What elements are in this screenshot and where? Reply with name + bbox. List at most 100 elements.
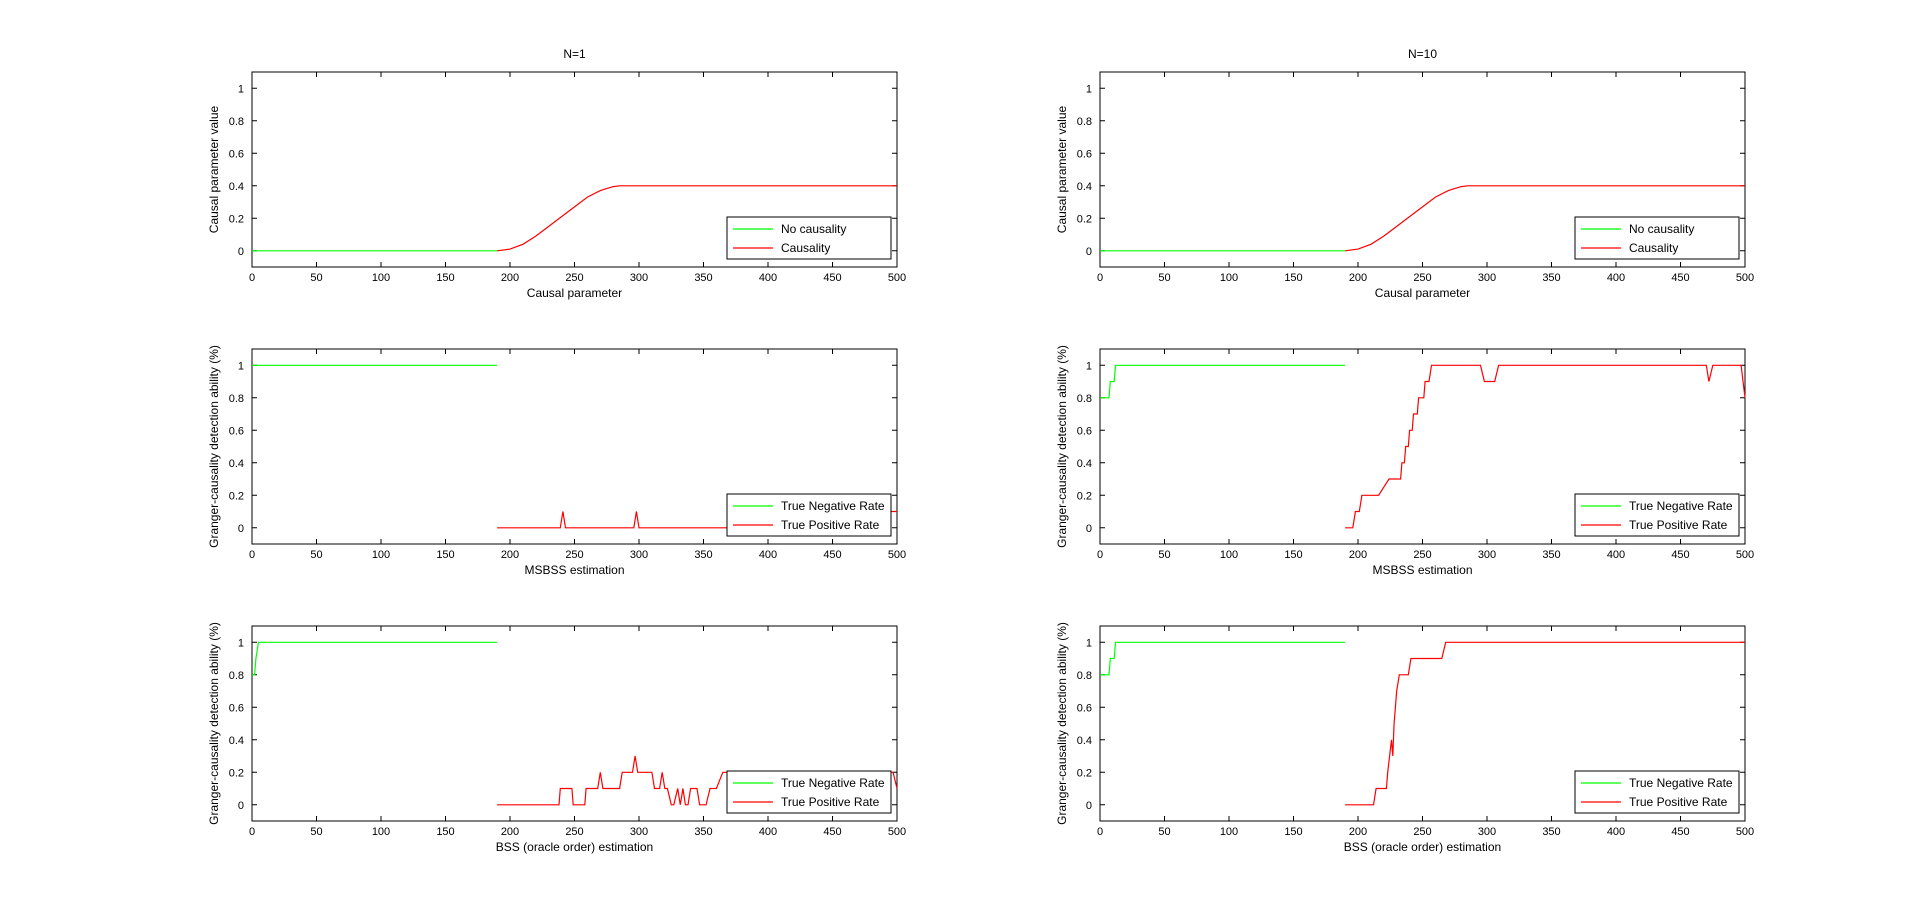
y-tick-label: 1 bbox=[238, 637, 244, 649]
x-tick-label: 0 bbox=[1097, 826, 1103, 838]
x-tick-label: 400 bbox=[1607, 272, 1625, 284]
y-tick-label: 0 bbox=[1086, 800, 1092, 812]
legend-box bbox=[1574, 216, 1740, 260]
y-tick-label: 0.4 bbox=[229, 181, 244, 193]
y-tick-label: 1 bbox=[1086, 83, 1092, 95]
x-tick-label: 200 bbox=[1349, 826, 1367, 838]
y-tick-label: 0.2 bbox=[1077, 767, 1092, 779]
legend-label: Causality bbox=[781, 241, 830, 255]
chart-panel-n10-msbss: 0 50 100 150 200 250 300 350 400 450 500 0 0.2 0.4 0.6… bbox=[1055, 345, 1754, 577]
x-tick-label: 250 bbox=[1413, 549, 1431, 561]
chart-panel-n1-param: 0 50 100 150 200 250 300 350 400 450 500 0 0.2 0.4 0.6… bbox=[207, 47, 906, 300]
series-line-causality bbox=[1345, 185, 1745, 252]
y-tick-label: 0.6 bbox=[229, 148, 244, 160]
legend-label: True Positive Rate bbox=[1629, 518, 1728, 532]
x-tick-label: 450 bbox=[1671, 549, 1689, 561]
y-tick-label: 1 bbox=[238, 360, 244, 372]
chart-title: N=1 bbox=[563, 47, 586, 61]
legend-label: True Negative Rate bbox=[781, 499, 885, 513]
legend-label: True Positive Rate bbox=[1629, 795, 1728, 809]
x-tick-label: 50 bbox=[310, 272, 322, 284]
legend-label: No causality bbox=[781, 222, 846, 236]
x-tick-label: 150 bbox=[436, 826, 454, 838]
x-axis-label: Causal parameter bbox=[1375, 286, 1470, 300]
x-tick-label: 0 bbox=[1097, 272, 1103, 284]
series-line-true-negative-rate bbox=[1100, 641, 1346, 676]
x-tick-label: 0 bbox=[1097, 549, 1103, 561]
y-axis-label: Granger-causality detection ability (%) bbox=[1055, 345, 1069, 548]
y-tick-label: 0.6 bbox=[1077, 425, 1092, 437]
x-tick-label: 400 bbox=[1607, 549, 1625, 561]
x-tick-label: 250 bbox=[565, 272, 583, 284]
x-tick-label: 150 bbox=[436, 272, 454, 284]
x-axis-label: MSBSS estimation bbox=[524, 563, 624, 577]
x-tick-label: 150 bbox=[436, 549, 454, 561]
y-tick-label: 0 bbox=[1086, 246, 1092, 258]
x-tick-label: 400 bbox=[1607, 826, 1625, 838]
chart-title: N=10 bbox=[1408, 47, 1437, 61]
x-tick-label: 0 bbox=[249, 826, 255, 838]
x-tick-label: 300 bbox=[630, 549, 648, 561]
y-axis-label: Causal parameter value bbox=[1055, 105, 1069, 233]
y-tick-label: 0.8 bbox=[229, 670, 244, 682]
y-tick-label: 0.2 bbox=[229, 490, 244, 502]
y-tick-label: 0 bbox=[238, 523, 244, 535]
legend-label: Causality bbox=[1629, 241, 1678, 255]
x-tick-label: 500 bbox=[888, 549, 906, 561]
x-tick-label: 500 bbox=[888, 272, 906, 284]
y-tick-label: 0.8 bbox=[1077, 116, 1092, 128]
y-tick-label: 0.2 bbox=[229, 767, 244, 779]
x-tick-label: 200 bbox=[501, 826, 519, 838]
x-tick-label: 100 bbox=[372, 272, 390, 284]
x-tick-label: 400 bbox=[759, 272, 777, 284]
chart-panel-n10-param: 0 50 100 150 200 250 300 350 400 450 500 0 0.2 0.4 0.6… bbox=[1055, 47, 1754, 300]
legend: True Negative Rate True Positive Rate bbox=[726, 770, 892, 814]
x-tick-label: 50 bbox=[1158, 826, 1170, 838]
legend-box bbox=[726, 216, 892, 260]
x-axis-label: MSBSS estimation bbox=[1372, 563, 1472, 577]
x-tick-label: 300 bbox=[630, 826, 648, 838]
y-tick-label: 0.4 bbox=[1077, 458, 1092, 470]
y-tick-label: 0.6 bbox=[229, 702, 244, 714]
chart-panel-n1-msbss: 0 50 100 150 200 250 300 350 400 450 500 0 0.2 0.4 0.6… bbox=[207, 345, 906, 577]
x-tick-label: 100 bbox=[1220, 826, 1238, 838]
x-tick-label: 200 bbox=[1349, 549, 1367, 561]
x-tick-label: 250 bbox=[565, 826, 583, 838]
legend: True Negative Rate True Positive Rate bbox=[726, 493, 892, 537]
x-tick-label: 300 bbox=[1478, 272, 1496, 284]
legend-label: No causality bbox=[1629, 222, 1694, 236]
series-line-true-positive-rate bbox=[1345, 364, 1746, 529]
series-line-true-positive-rate bbox=[1345, 641, 1745, 806]
x-tick-label: 150 bbox=[1284, 549, 1302, 561]
legend-box bbox=[726, 770, 892, 814]
x-tick-label: 350 bbox=[694, 272, 712, 284]
x-tick-label: 200 bbox=[1349, 272, 1367, 284]
y-axis-label: Granger-causality detection ability (%) bbox=[207, 345, 221, 548]
y-tick-label: 1 bbox=[1086, 360, 1092, 372]
x-tick-label: 300 bbox=[630, 272, 648, 284]
x-tick-label: 450 bbox=[823, 826, 841, 838]
series-line-true-negative-rate bbox=[1100, 364, 1346, 399]
x-tick-label: 150 bbox=[1284, 272, 1302, 284]
legend: No causality Causality bbox=[1574, 216, 1740, 260]
legend-label: True Positive Rate bbox=[781, 795, 880, 809]
x-tick-label: 450 bbox=[823, 272, 841, 284]
legend: True Negative Rate True Positive Rate bbox=[1574, 493, 1740, 537]
x-tick-label: 50 bbox=[1158, 272, 1170, 284]
x-tick-label: 200 bbox=[501, 272, 519, 284]
x-tick-label: 50 bbox=[310, 549, 322, 561]
y-axis-label: Granger-causality detection ability (%) bbox=[207, 622, 221, 825]
series-line-causality bbox=[497, 185, 897, 252]
x-tick-label: 100 bbox=[372, 826, 390, 838]
legend-box bbox=[1574, 493, 1740, 537]
x-tick-label: 350 bbox=[694, 826, 712, 838]
x-tick-label: 350 bbox=[1542, 549, 1560, 561]
x-tick-label: 100 bbox=[372, 549, 390, 561]
legend: No causality Causality bbox=[726, 216, 892, 260]
y-tick-label: 0.4 bbox=[1077, 735, 1092, 747]
x-tick-label: 500 bbox=[1736, 826, 1754, 838]
x-tick-label: 150 bbox=[1284, 826, 1302, 838]
x-tick-label: 400 bbox=[759, 826, 777, 838]
x-tick-label: 450 bbox=[1671, 826, 1689, 838]
